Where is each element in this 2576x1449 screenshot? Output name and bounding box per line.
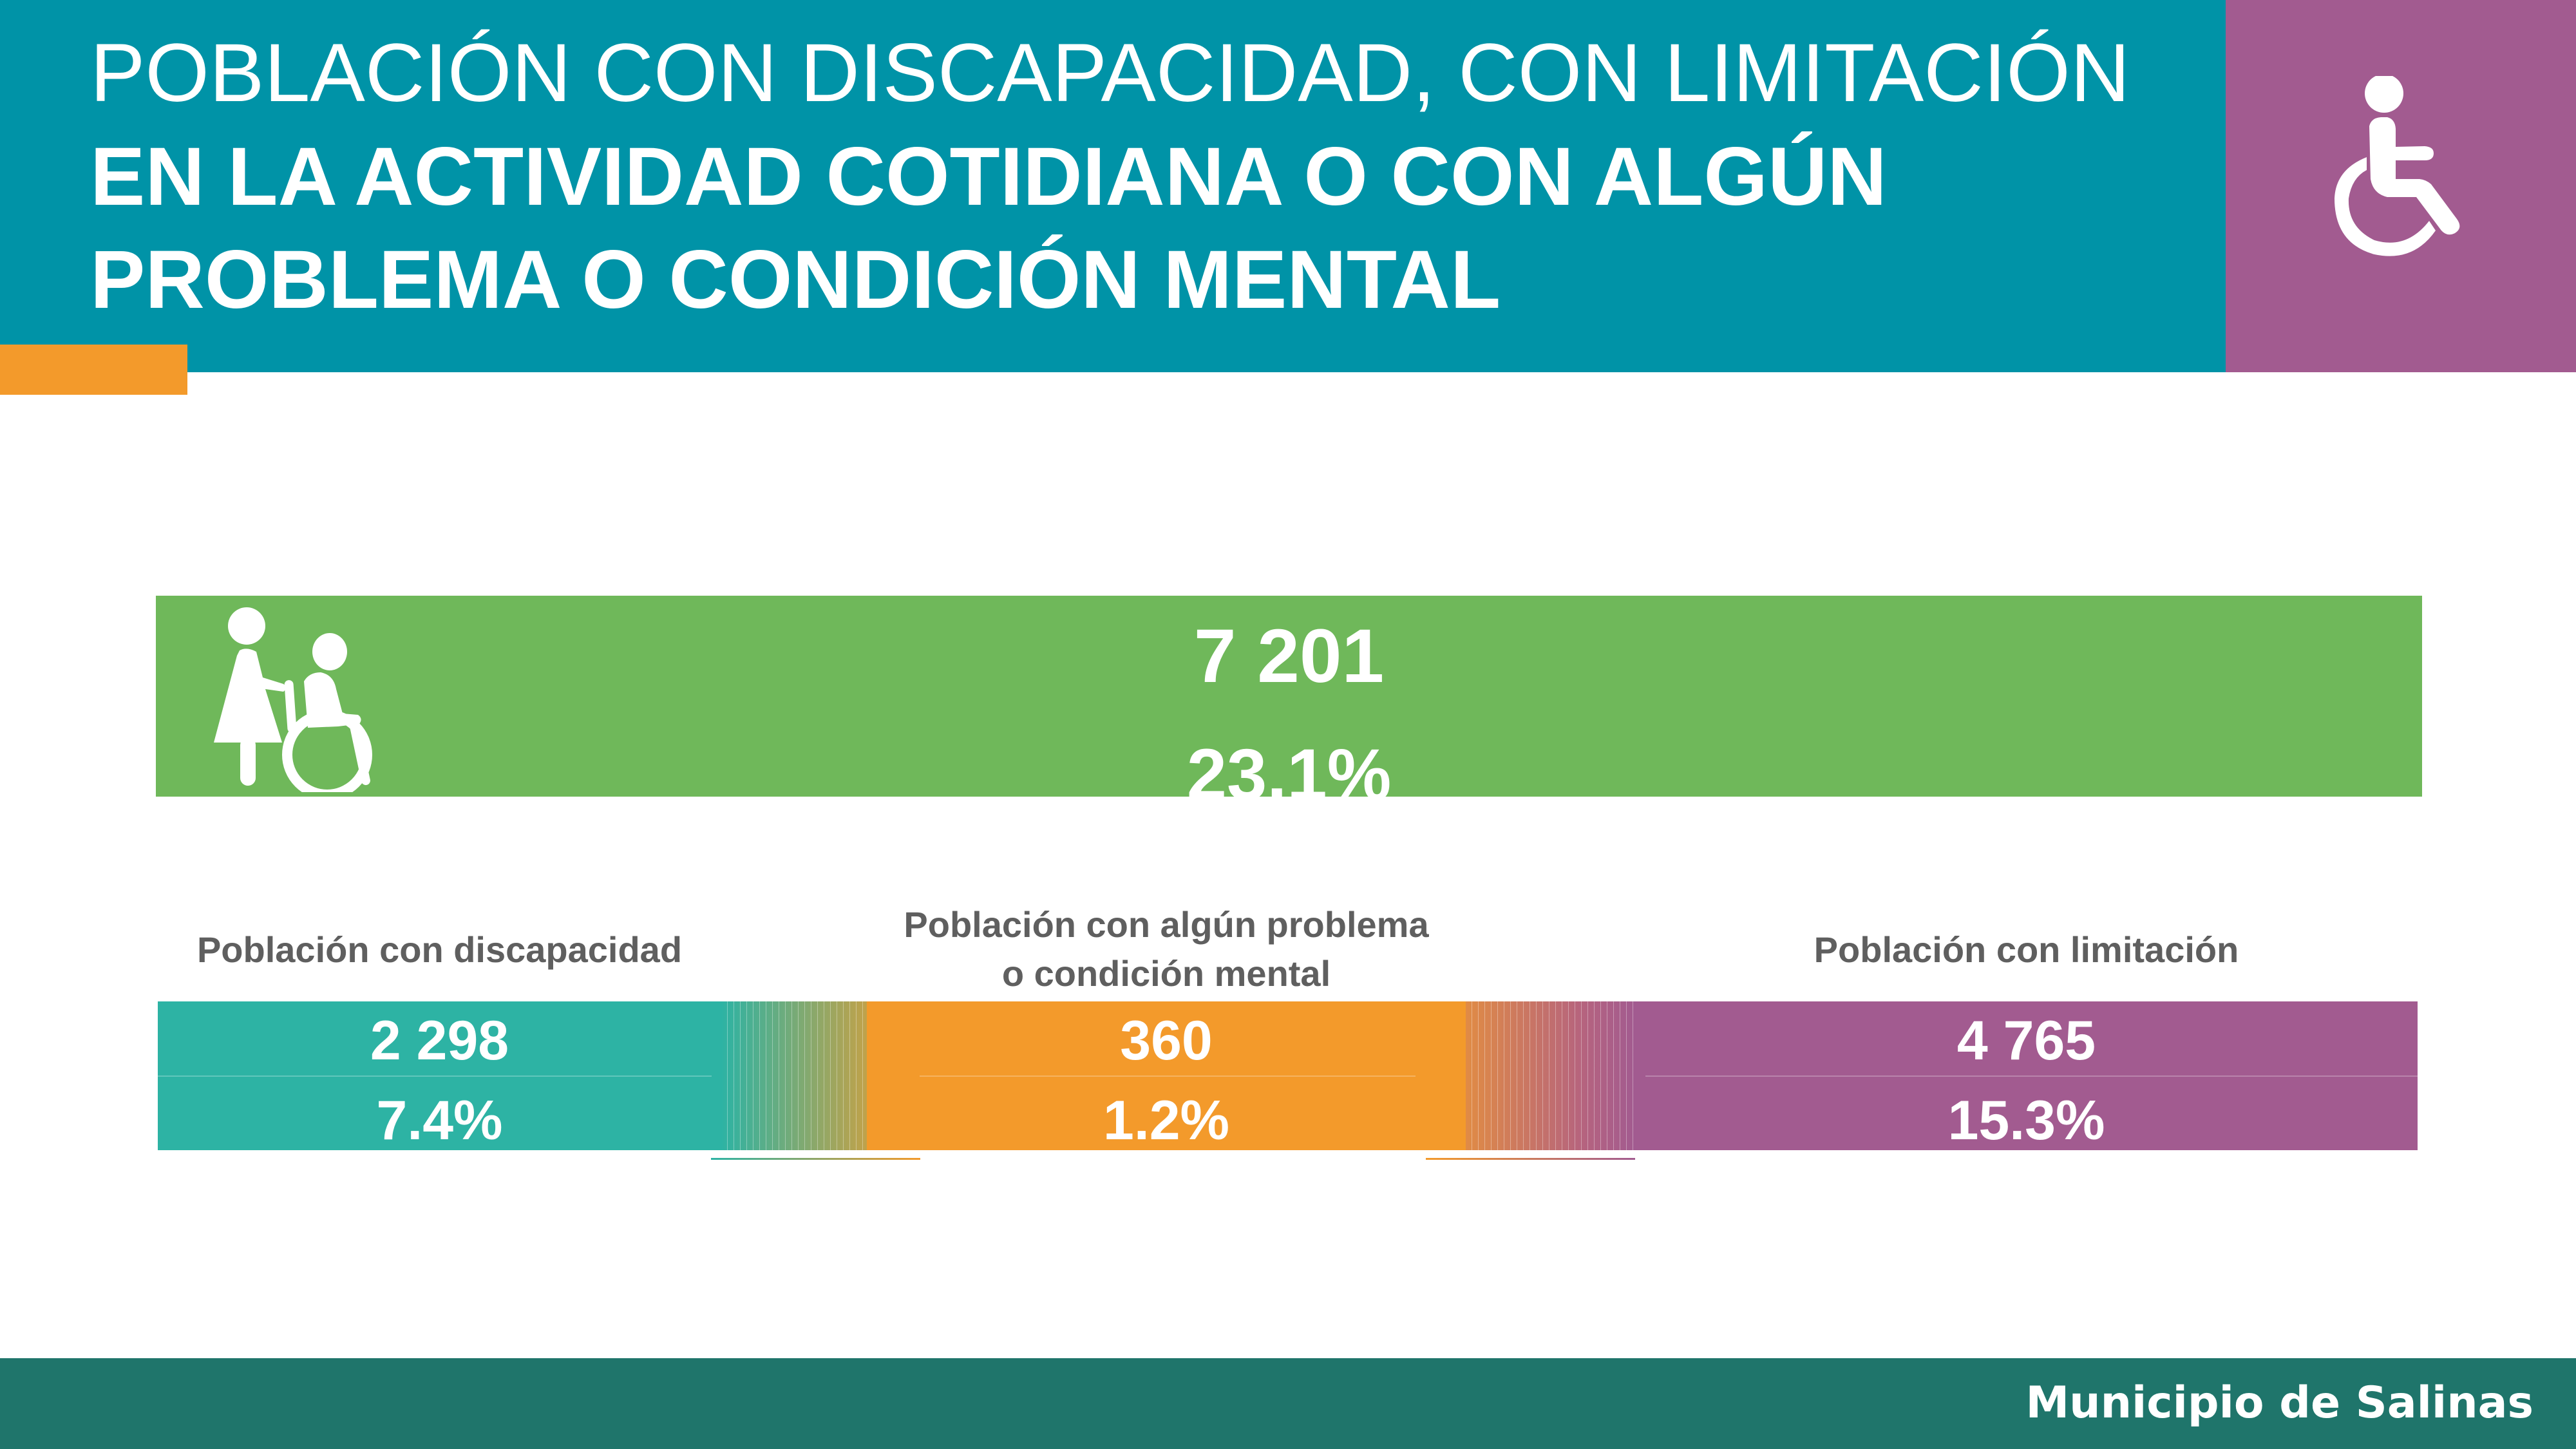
- limitation-bar: [1635, 1001, 2418, 1150]
- disability-value: 2 298: [370, 1010, 509, 1072]
- category-label-mental-line-2: o condición mental: [1001, 953, 1331, 994]
- category-label-disability: Población con discapacidad: [196, 929, 683, 970]
- row-divider: [920, 1075, 1416, 1077]
- title-line-1: POBLACIÓN CON DISCAPACIDAD, CON LIMITACI…: [90, 27, 2130, 119]
- title-line-3: PROBLEMA O CONDICIÓN MENTAL: [90, 234, 1501, 326]
- limitation-percent: 15.3%: [1947, 1090, 2105, 1151]
- disability-percent: 7.4%: [376, 1090, 503, 1151]
- mental-condition-value: 360: [1120, 1010, 1213, 1072]
- category-label-mental-condition: Población con algún problema o condición…: [867, 900, 1466, 998]
- gradient-connector-2: [1466, 1001, 1635, 1150]
- category-label-limitation: Población con limitación: [1814, 929, 2239, 970]
- mental-condition-percent: 1.2%: [1103, 1090, 1230, 1151]
- title-header: [0, 0, 2226, 372]
- caregiver-wheelchair-icon: [214, 607, 372, 792]
- footer-bar: Municipio de Salinas: [0, 1358, 2576, 1449]
- footer-municipality: Municipio de Salinas: [2025, 1378, 2533, 1428]
- mental-condition-bar: [867, 1001, 1466, 1150]
- title-line-2: EN LA ACTIVIDAD COTIDIANA O CON ALGÚN: [90, 131, 1887, 223]
- row-divider: [1645, 1075, 2418, 1077]
- gradient-connector-1: [721, 1001, 867, 1150]
- connector-underline-2: [1426, 1158, 1635, 1160]
- total-percent: 23.1%: [1186, 734, 1392, 797]
- wheelchair-icon: [2334, 76, 2460, 256]
- disability-bar: [158, 1001, 721, 1150]
- category-label-mental-line-1: Población con algún problema: [904, 904, 1429, 945]
- limitation-value: 4 765: [1956, 1010, 2096, 1072]
- total-population-band: 7 201 23.1%: [156, 596, 2422, 797]
- accent-bar: [0, 345, 187, 395]
- connector-underline-1: [711, 1158, 920, 1160]
- total-value: 7 201: [1193, 614, 1385, 699]
- row-divider: [158, 1075, 712, 1077]
